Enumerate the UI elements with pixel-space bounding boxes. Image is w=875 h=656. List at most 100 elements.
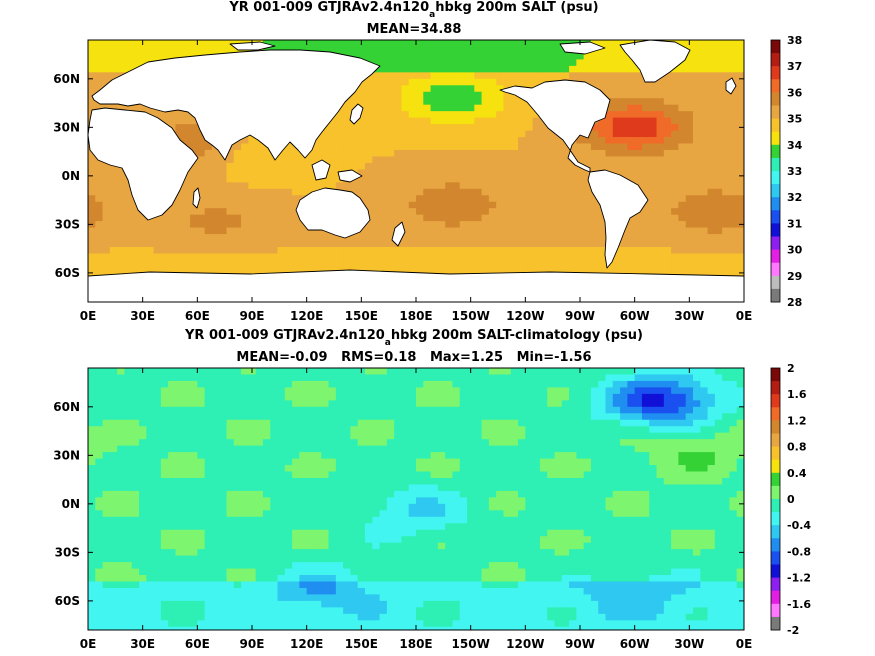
field-cell	[481, 234, 490, 242]
field-cell	[452, 59, 461, 67]
field-cell	[131, 234, 140, 242]
field-cell	[219, 227, 228, 235]
field-cell	[328, 162, 337, 170]
field-cell	[700, 393, 709, 401]
field-cell	[634, 124, 643, 132]
field-cell	[306, 387, 315, 395]
field-cell	[430, 117, 439, 125]
field-cell	[372, 201, 381, 209]
field-cell	[598, 156, 607, 164]
field-cell	[554, 46, 563, 54]
field-cell	[539, 426, 548, 434]
field-cell	[233, 240, 242, 248]
field-cell	[437, 162, 446, 170]
field-cell	[109, 266, 118, 274]
field-cell	[496, 380, 505, 389]
field-cell	[394, 253, 403, 261]
field-cell	[678, 143, 687, 151]
field-cell	[306, 266, 315, 274]
field-cell	[255, 201, 264, 209]
field-cell	[452, 247, 461, 255]
field-cell	[576, 445, 585, 453]
field-cell	[328, 374, 337, 382]
field-cell	[569, 439, 577, 447]
field-cell	[554, 439, 563, 447]
field-cell	[430, 247, 439, 255]
field-cell	[547, 201, 556, 209]
field-cell	[692, 380, 701, 389]
field-cell	[423, 234, 432, 242]
field-cell	[634, 130, 643, 138]
field-cell	[226, 393, 235, 401]
field-cell	[561, 432, 570, 440]
field-cell	[685, 208, 694, 216]
field-cell	[408, 162, 417, 170]
field-cell	[262, 368, 271, 376]
field-cell	[299, 266, 308, 274]
field-cell	[459, 201, 468, 209]
field-cell	[386, 130, 395, 138]
field-cell	[299, 40, 308, 48]
field-cell	[467, 162, 475, 170]
field-cell	[277, 240, 286, 248]
field-cell	[357, 419, 366, 427]
field-cell	[452, 406, 461, 414]
field-cell	[481, 253, 490, 261]
field-cell	[474, 91, 483, 99]
field-cell	[641, 227, 650, 235]
field-cell	[168, 234, 177, 242]
field-cell	[343, 40, 351, 48]
field-cell	[401, 91, 410, 99]
field-cell	[350, 426, 359, 434]
field-cell	[153, 452, 162, 460]
field-cell	[248, 149, 257, 158]
field-cell	[175, 46, 184, 54]
field-cell	[590, 266, 599, 274]
field-cell	[445, 169, 454, 177]
field-cell	[182, 195, 191, 203]
field-cell	[692, 253, 701, 261]
field-cell	[109, 40, 118, 48]
field-cell	[255, 419, 264, 427]
field-cell	[219, 247, 228, 255]
field-cell	[510, 259, 519, 268]
field-cell	[634, 111, 643, 119]
field-cell	[372, 182, 381, 190]
colorbar-segment	[771, 105, 780, 119]
field-cell	[700, 111, 709, 119]
field-cell	[255, 182, 264, 190]
field-cell	[518, 214, 526, 222]
field-cell	[518, 208, 526, 216]
field-cell	[350, 98, 359, 106]
field-cell	[197, 380, 206, 389]
field-cell	[459, 227, 468, 235]
field-cell	[364, 445, 373, 453]
field-cell	[685, 240, 694, 248]
field-cell	[547, 137, 556, 145]
field-cell	[408, 400, 417, 408]
field-cell	[496, 156, 505, 164]
field-cell	[671, 240, 679, 248]
colorbar-segment	[771, 157, 780, 172]
field-cell	[700, 380, 709, 389]
field-cell	[248, 266, 257, 274]
field-cell	[364, 130, 373, 138]
field-cell	[364, 259, 373, 268]
field-cell	[153, 227, 162, 235]
field-cell	[437, 445, 446, 453]
field-cell	[620, 439, 628, 447]
field-cell	[270, 201, 279, 209]
field-cell	[430, 104, 439, 112]
field-cell	[707, 432, 716, 440]
field-cell	[634, 445, 643, 453]
field-cell	[620, 156, 628, 164]
field-cell	[452, 253, 461, 261]
field-cell	[678, 169, 687, 177]
field-cell	[736, 59, 744, 67]
field-cell	[277, 400, 286, 408]
field-cell	[583, 393, 592, 401]
field-cell	[641, 445, 650, 453]
field-cell	[452, 380, 461, 389]
field-cell	[219, 208, 228, 216]
field-cell	[386, 104, 395, 112]
